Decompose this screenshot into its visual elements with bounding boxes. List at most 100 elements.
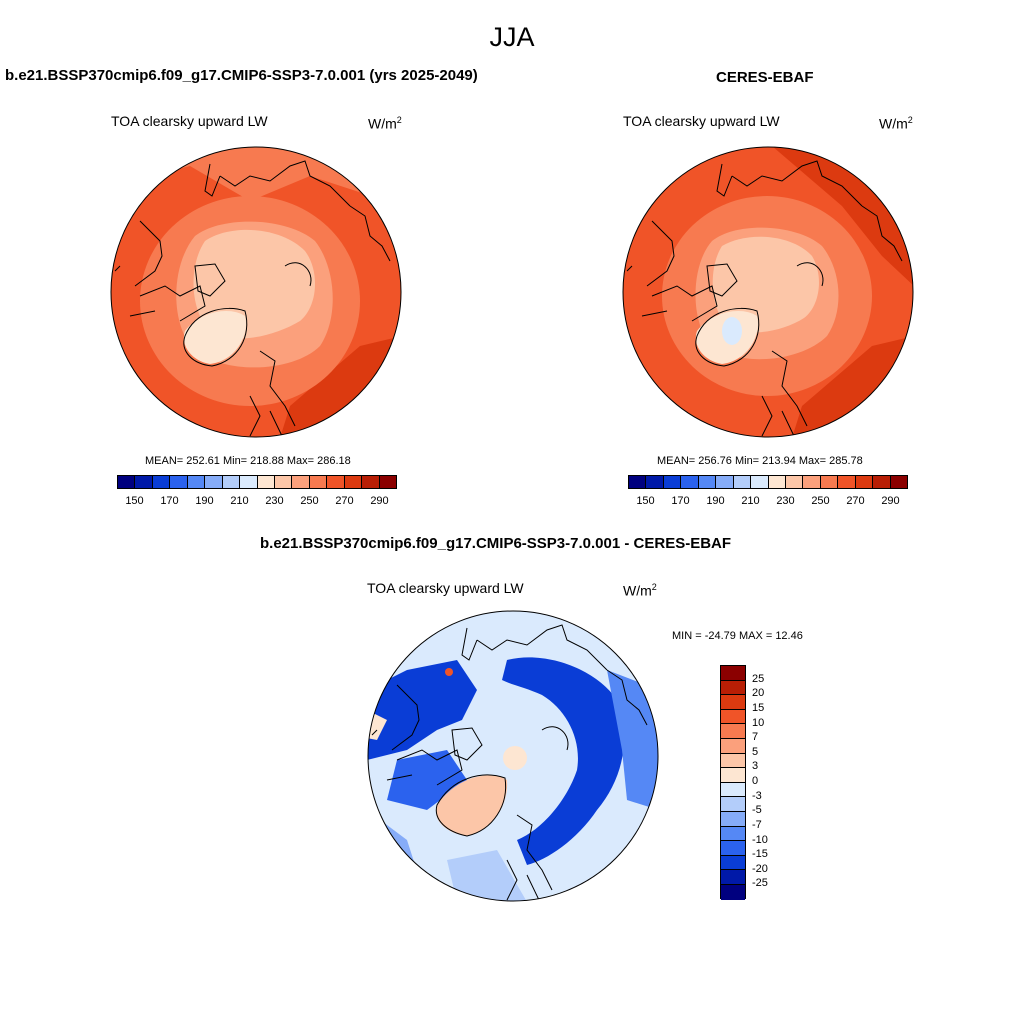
model-units-label: W/m2: [368, 115, 402, 132]
colorbar-tick-label: 230: [776, 495, 795, 507]
colorbar-tick-label: -10: [752, 833, 768, 846]
colorbar-swatch: [873, 476, 891, 488]
map-field-band: [502, 657, 625, 865]
diff-panel-title: b.e21.BSSP370cmip6.f09_g17.CMIP6-SSP3-7.…: [260, 535, 732, 552]
obs-variable-label: TOA clearsky upward LW: [623, 113, 780, 129]
colorbar-tick-label: 270: [335, 495, 354, 507]
colorbar-tick-label: -7: [752, 818, 762, 831]
colorbar-swatch: [309, 476, 328, 488]
colorbar-tick-label: 270: [846, 495, 865, 507]
colorbar-tick-label: 210: [741, 495, 760, 507]
colorbar-swatch: [379, 476, 396, 488]
colorbar-tick-label: 7: [752, 731, 759, 744]
colorbar-swatch: [257, 476, 275, 488]
colorbar-tick-label: -25: [752, 877, 768, 890]
colorbar-swatch: [240, 476, 258, 488]
colorbar-swatch: [698, 476, 717, 488]
colorbar-tick-label: -15: [752, 848, 768, 861]
colorbar-swatch: [721, 666, 745, 681]
colorbar-swatch: [721, 709, 745, 725]
colorbar-tick-label: -20: [752, 862, 768, 875]
colorbar-tick-label: 250: [811, 495, 830, 507]
model-polar-map: [110, 146, 402, 438]
colorbar-tick-label: 290: [881, 495, 900, 507]
colorbar-tick-label: 5: [752, 745, 759, 758]
colorbar-swatch: [187, 476, 206, 488]
colorbar-tick-label: 290: [370, 495, 389, 507]
model-stats: MEAN= 252.61 Min= 218.88 Max= 286.18: [145, 455, 351, 467]
colorbar-swatch: [721, 768, 745, 783]
obs-panel-title: CERES-EBAF: [716, 69, 814, 86]
colorbar-tick-label: 190: [195, 495, 214, 507]
colorbar-swatch: [663, 476, 682, 488]
pole-field: [503, 746, 527, 770]
model-colorbar: [117, 475, 397, 489]
diff-variable-label: TOA clearsky upward LW: [367, 580, 524, 596]
colorbar-swatch: [205, 476, 223, 488]
colorbar-swatch: [721, 826, 745, 842]
colorbar-tick-label: 10: [752, 716, 765, 729]
obs-units-label: W/m2: [879, 115, 913, 132]
map-field-band: [368, 660, 477, 760]
coastlines: [626, 160, 903, 437]
diff-units-label: W/m2: [623, 582, 657, 599]
colorbar-tick-label: 170: [671, 495, 690, 507]
colorbar-tick-label: 190: [706, 495, 725, 507]
colorbar-swatch: [820, 476, 839, 488]
colorbar-tick-label: -5: [752, 804, 762, 817]
coastlines: [114, 160, 391, 437]
obs-polar-map: [622, 146, 914, 438]
colorbar-tick-label: -3: [752, 789, 762, 802]
map-field-band: [607, 670, 658, 810]
colorbar-swatch: [721, 841, 745, 856]
colorbar-swatch: [327, 476, 345, 488]
colorbar-tick-label: 0: [752, 775, 759, 787]
colorbar-swatch: [721, 724, 745, 739]
colorbar-swatch: [646, 476, 664, 488]
colorbar-swatch: [681, 476, 699, 488]
season-title: JJA: [489, 22, 535, 52]
diff-polar-map: [367, 610, 659, 902]
colorbar-swatch: [890, 476, 907, 488]
colorbar-swatch: [838, 476, 856, 488]
colorbar-tick-label: 230: [265, 495, 284, 507]
model-variable-label: TOA clearsky upward LW: [111, 113, 268, 129]
colorbar-tick-label: 250: [300, 495, 319, 507]
colorbar-swatch: [274, 476, 293, 488]
diff-minmax: MIN = -24.79 MAX = 12.46: [672, 630, 803, 642]
colorbar-tick-label: 170: [160, 495, 179, 507]
colorbar-swatch: [733, 476, 752, 488]
colorbar-tick-label: 3: [752, 760, 759, 773]
map-border: [110, 146, 402, 438]
colorbar-swatch: [721, 782, 745, 798]
colorbar-tick-label: 210: [230, 495, 249, 507]
map-border: [367, 610, 659, 902]
colorbar-tick-label: 20: [752, 687, 765, 700]
colorbar-swatch: [721, 738, 745, 754]
colorbar-swatch: [721, 884, 745, 900]
colorbar-swatch: [362, 476, 380, 488]
colorbar-swatch: [721, 695, 745, 710]
colorbar-swatch: [855, 476, 874, 488]
colorbar-tick-label: 15: [752, 701, 765, 714]
greenland-field: [435, 775, 508, 836]
colorbar-swatch: [629, 476, 647, 488]
colorbar-swatch: [222, 476, 241, 488]
colorbar-swatch: [152, 476, 171, 488]
colorbar-swatch: [721, 680, 745, 696]
map-border: [622, 146, 914, 438]
greenland-field: [183, 311, 246, 364]
hot-spot: [445, 668, 453, 676]
colorbar-swatch: [785, 476, 804, 488]
colorbar-swatch: [118, 476, 136, 488]
colorbar-swatch: [135, 476, 153, 488]
colorbar-tick-label: 150: [125, 495, 144, 507]
colorbar-swatch: [721, 811, 745, 827]
map-field-band: [447, 850, 527, 901]
colorbar-swatch: [721, 855, 745, 871]
colorbar-swatch: [768, 476, 786, 488]
colorbar-swatch: [716, 476, 734, 488]
obs-colorbar: [628, 475, 908, 489]
colorbar-swatch: [721, 870, 745, 885]
coastlines: [371, 624, 648, 901]
